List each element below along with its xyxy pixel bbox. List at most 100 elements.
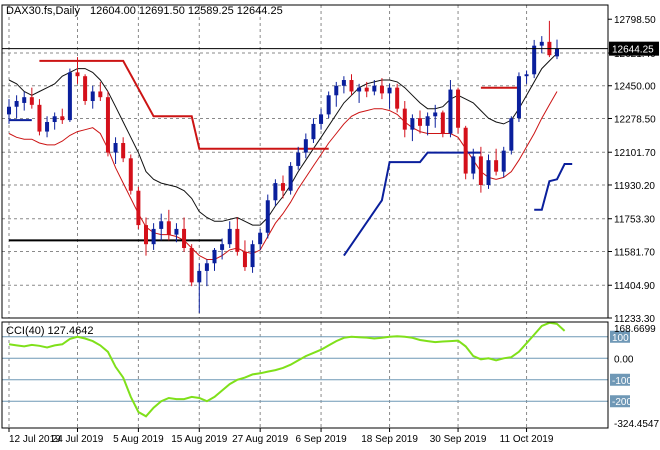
price-tick-label: 11581.70 <box>614 247 655 258</box>
candle <box>471 148 476 180</box>
candle <box>410 114 415 142</box>
candle <box>83 74 88 105</box>
candle-body <box>250 244 255 268</box>
date-tick-label: 6 Sep 2019 <box>295 434 347 445</box>
cci-level-tag <box>610 395 630 408</box>
candle-body <box>539 41 544 46</box>
candle <box>60 108 65 124</box>
candle-body <box>319 114 324 124</box>
support-step-line <box>534 163 573 211</box>
candle-body <box>258 232 263 245</box>
candle <box>364 81 369 98</box>
candle <box>372 80 377 96</box>
main-panel-frame <box>1 4 609 319</box>
candle-body <box>372 85 377 92</box>
candle <box>189 244 194 287</box>
cci-line <box>8 321 566 418</box>
candle-body <box>212 249 217 264</box>
candle-body <box>456 89 461 128</box>
candle <box>433 104 438 128</box>
candle-body <box>357 87 362 92</box>
cci-min-label: -324.4547 <box>614 419 659 430</box>
candle <box>37 99 42 136</box>
candle <box>174 223 179 243</box>
candle-body <box>136 190 141 226</box>
candle <box>349 74 354 96</box>
price-tick-label: 11753.30 <box>614 215 655 226</box>
candle-body <box>379 85 384 94</box>
date-tick-label: 11 Oct 2019 <box>500 434 554 445</box>
candle-body <box>418 118 422 126</box>
candle-body <box>227 228 232 245</box>
candle <box>128 154 133 195</box>
candle <box>402 101 407 138</box>
candle <box>227 221 232 249</box>
candle <box>281 175 285 199</box>
candle-body <box>463 127 468 174</box>
price-tick-label: 11233.30 <box>614 314 655 325</box>
support-step-line <box>343 151 481 257</box>
candle <box>395 83 400 113</box>
symbol-label: DAX30.fs,Daily <box>6 5 80 17</box>
candle-body <box>341 80 346 86</box>
cci-label: CCI(40) 127.4642 <box>6 325 93 337</box>
candle-body <box>532 45 537 75</box>
candle-body <box>296 152 301 166</box>
resistance-step-line <box>39 59 329 150</box>
candle <box>326 91 331 119</box>
candle-body <box>144 225 148 245</box>
candle-body <box>29 97 34 105</box>
candle <box>357 83 362 103</box>
candle-body <box>113 143 118 153</box>
candle-body <box>501 150 506 172</box>
candle-body <box>204 263 209 271</box>
candle <box>258 228 263 250</box>
price-tick-label: 12450.00 <box>614 82 656 93</box>
candle-body <box>509 118 514 151</box>
candle <box>182 217 187 252</box>
candle-body <box>60 116 65 121</box>
candle <box>486 154 491 189</box>
candle-body <box>182 228 187 249</box>
cci-level-label: -200 <box>612 397 632 408</box>
candle <box>296 146 301 170</box>
candle <box>387 83 392 109</box>
cci-level-label: 0.00 <box>614 354 634 365</box>
date-tick-label: 15 Aug 2019 <box>171 434 228 445</box>
candle <box>524 70 529 84</box>
candle <box>319 108 324 130</box>
candle <box>501 146 506 178</box>
candle-body <box>433 112 438 117</box>
candle <box>204 259 209 287</box>
candle-body <box>151 228 156 245</box>
candle-body <box>128 158 133 191</box>
candle <box>159 213 164 241</box>
candle <box>509 116 514 155</box>
candle <box>67 68 72 123</box>
candle <box>7 99 11 124</box>
date-tick-label: 5 Aug 2019 <box>113 434 164 445</box>
candle <box>532 39 537 79</box>
candle <box>448 80 453 138</box>
candle-body <box>440 112 445 134</box>
candle <box>212 248 217 271</box>
cci-level-tag <box>610 373 630 386</box>
candle-body <box>189 248 194 283</box>
candle-body <box>326 95 331 115</box>
candle-body <box>273 183 278 201</box>
candle-body <box>14 101 19 107</box>
candle <box>555 39 559 60</box>
candle <box>250 240 255 273</box>
candle <box>288 162 293 195</box>
candle-body <box>425 116 430 126</box>
candle <box>22 91 27 111</box>
cci-max-label: 168.6699 <box>614 324 656 335</box>
candle-body <box>98 91 103 98</box>
candle-body <box>105 97 110 153</box>
price-tick-label: 12101.70 <box>614 148 656 159</box>
price-tick-label: 12798.50 <box>614 15 656 26</box>
candle <box>242 240 247 271</box>
cci-level-label: -100 <box>612 376 632 387</box>
candle-body <box>471 156 476 174</box>
